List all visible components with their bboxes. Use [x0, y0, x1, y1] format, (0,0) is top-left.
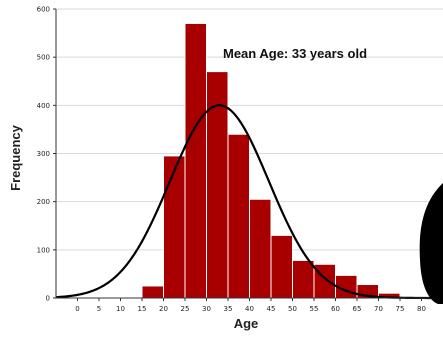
y-tick-labels: 0 100 200 300 400 500 600 [37, 6, 56, 303]
x-tick-label: 30 [202, 305, 211, 313]
histogram-bar [270, 234, 293, 299]
x-tick-label: 5 [97, 305, 101, 313]
x-tick-label: 40 [245, 305, 254, 313]
x-tick-label: 55 [310, 305, 319, 313]
x-axis-label: Age [234, 316, 259, 331]
histogram-bar [227, 133, 250, 299]
histogram-bar [141, 285, 164, 299]
y-tick-label: 600 [37, 6, 50, 14]
x-tick-label: 25 [181, 305, 190, 313]
histogram-bar [184, 22, 207, 299]
histogram-bars [141, 22, 401, 299]
normal-curve [55, 104, 443, 300]
histogram-bar [163, 155, 186, 299]
x-tick-label: 45 [267, 305, 276, 313]
y-tick-label: 0 [46, 295, 50, 303]
x-tick-label: 35 [224, 305, 233, 313]
y-tick-label: 500 [37, 54, 50, 62]
x-tick-label: 0 [75, 305, 79, 313]
y-tick-label: 100 [37, 246, 50, 254]
histogram-bar [249, 198, 272, 299]
x-tick-label: 60 [331, 305, 340, 313]
x-tick-label: 10 [116, 305, 125, 313]
x-tick-label: 70 [374, 305, 383, 313]
x-tick-label: 50 [288, 305, 297, 313]
mean-age-annotation: Mean Age: 33 years old [223, 46, 367, 61]
histogram-bar [292, 259, 315, 299]
x-tick-label: 65 [353, 305, 362, 313]
y-tick-label: 400 [37, 102, 50, 110]
x-tick-label: 80 [417, 305, 426, 313]
y-tick-label: 200 [37, 198, 50, 206]
x-tick-labels: 0 5 10 15 20 25 30 35 40 45 50 55 60 65 70 75 80 [75, 298, 426, 313]
dark-corner-shape [419, 183, 443, 304]
x-tick-label: 20 [159, 305, 168, 313]
y-tick-label: 300 [37, 150, 50, 158]
y-axis-label: Frequency [8, 124, 23, 191]
x-tick-label: 15 [138, 305, 147, 313]
x-tick-label: 75 [396, 305, 405, 313]
